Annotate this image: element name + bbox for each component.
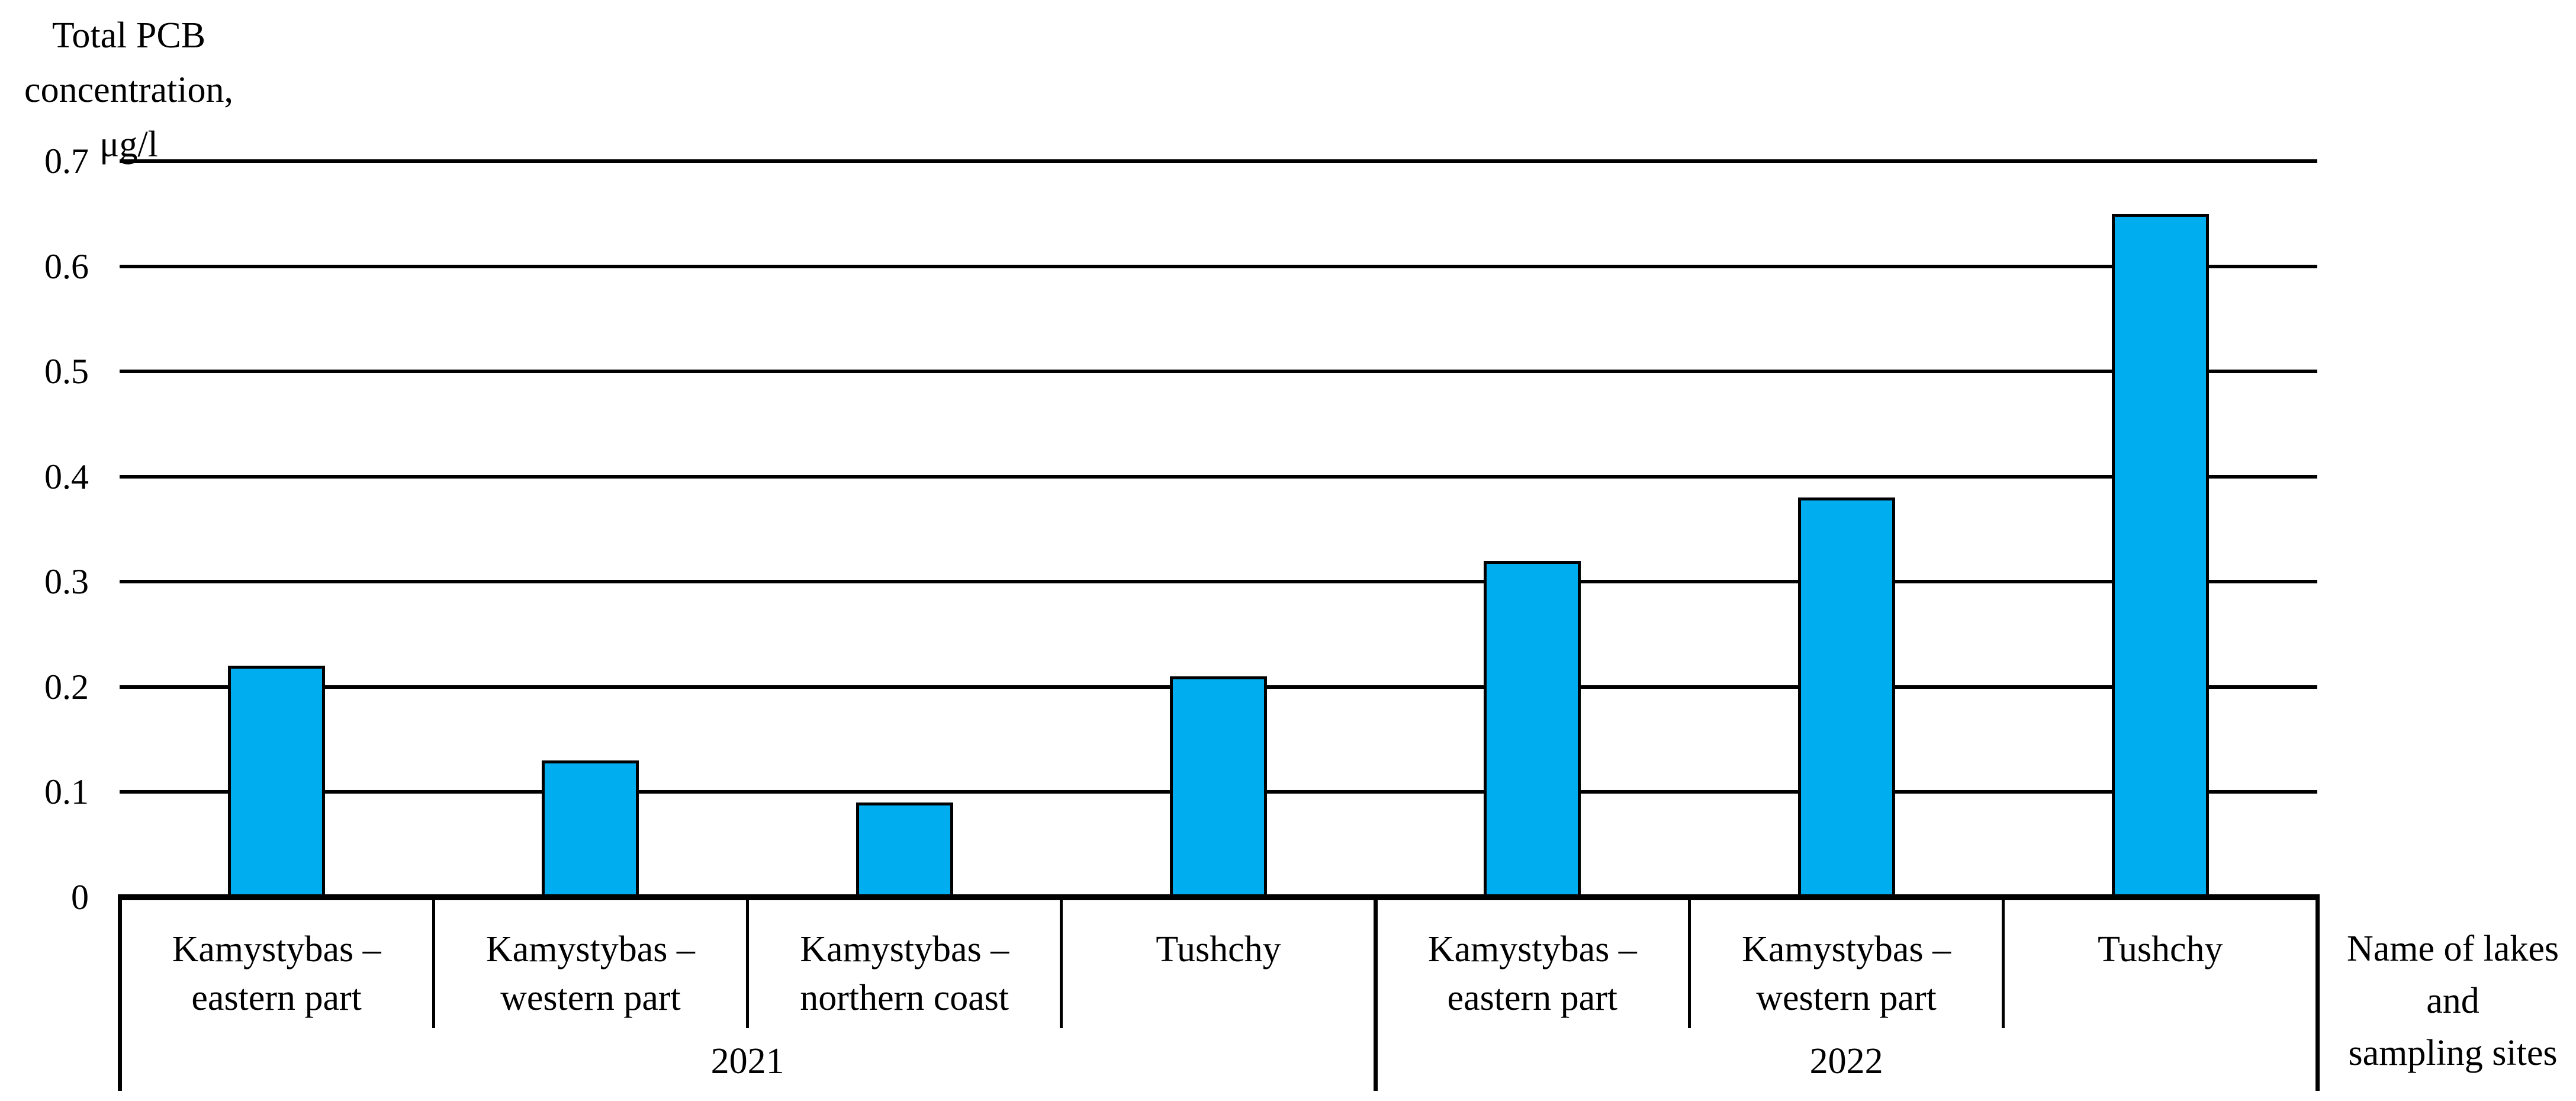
category-divider <box>2002 894 2005 1028</box>
y-tick-label: 0.2 <box>44 667 89 707</box>
bar <box>2111 213 2209 897</box>
category-divider <box>1687 894 1691 1028</box>
y-tick-label: 0.4 <box>44 457 89 496</box>
y-tick-label: 0.3 <box>44 562 89 602</box>
category-label: Kamystybas – northern coast <box>752 925 1057 1022</box>
bar <box>1484 560 1581 897</box>
y-axis-title: Total PCB concentration, μg/l <box>15 8 243 172</box>
bar <box>1797 497 1895 897</box>
y-axis-title-line-3: μg/l <box>99 124 158 165</box>
category-label-line: western part <box>500 978 681 1018</box>
category-divider <box>432 894 435 1028</box>
bar <box>1170 676 1267 897</box>
category-label: Kamystybas – eastern part <box>124 925 429 1022</box>
category-label-line: Kamystybas – <box>172 929 381 970</box>
gridline <box>120 474 2317 479</box>
category-label-line: Tushchy <box>2098 929 2223 970</box>
x-axis-title-line-2: and <box>2426 981 2479 1021</box>
category-label-line: western part <box>1756 978 1937 1018</box>
category-divider <box>746 894 750 1028</box>
category-divider <box>1060 894 1063 1028</box>
table-border <box>1373 894 1378 1091</box>
gridline <box>120 370 2317 374</box>
table-border <box>117 894 122 1091</box>
category-label: Kamystybas – eastern part <box>1380 925 1684 1022</box>
year-group-label: 2021 <box>710 1041 784 1081</box>
category-label-line: eastern part <box>1447 978 1617 1018</box>
category-label: Tushchy <box>2008 925 2313 974</box>
x-axis-title: Name of lakes and sampling sites <box>2330 923 2576 1079</box>
category-label-line: Kamystybas – <box>1742 929 1951 970</box>
category-label: Kamystybas – western part <box>1694 925 1998 1022</box>
bar <box>228 666 326 897</box>
bar <box>542 760 639 897</box>
y-tick-label: 0.1 <box>44 772 89 812</box>
category-label-line: Kamystybas – <box>485 929 695 970</box>
table-border <box>2315 894 2320 1091</box>
gridline <box>120 580 2317 584</box>
gridline <box>120 264 2317 268</box>
y-tick-label: 0.7 <box>44 142 89 181</box>
x-axis-baseline <box>118 894 2319 900</box>
category-label: Kamystybas – western part <box>438 925 742 1022</box>
category-label-line: Kamystybas – <box>1427 929 1637 970</box>
category-label: Tushchy <box>1066 925 1371 974</box>
category-label-line: Kamystybas – <box>800 929 1009 970</box>
x-axis-title-line-1: Name of lakes <box>2346 929 2559 969</box>
y-tick-label: 0.5 <box>44 352 89 391</box>
y-tick-label: 0 <box>71 878 89 917</box>
bar <box>856 803 953 897</box>
category-label-line: Tushchy <box>1156 929 1281 970</box>
category-label-line: eastern part <box>191 978 362 1018</box>
y-axis-title-line-1: Total PCB <box>52 15 206 56</box>
year-group-label: 2022 <box>1809 1041 1883 1081</box>
y-tick-label: 0.6 <box>44 246 89 286</box>
x-axis-title-line-3: sampling sites <box>2348 1033 2558 1073</box>
y-axis-title-line-2: concentration, <box>24 70 233 110</box>
category-label-line: northern coast <box>800 978 1009 1018</box>
gridline <box>120 159 2317 163</box>
